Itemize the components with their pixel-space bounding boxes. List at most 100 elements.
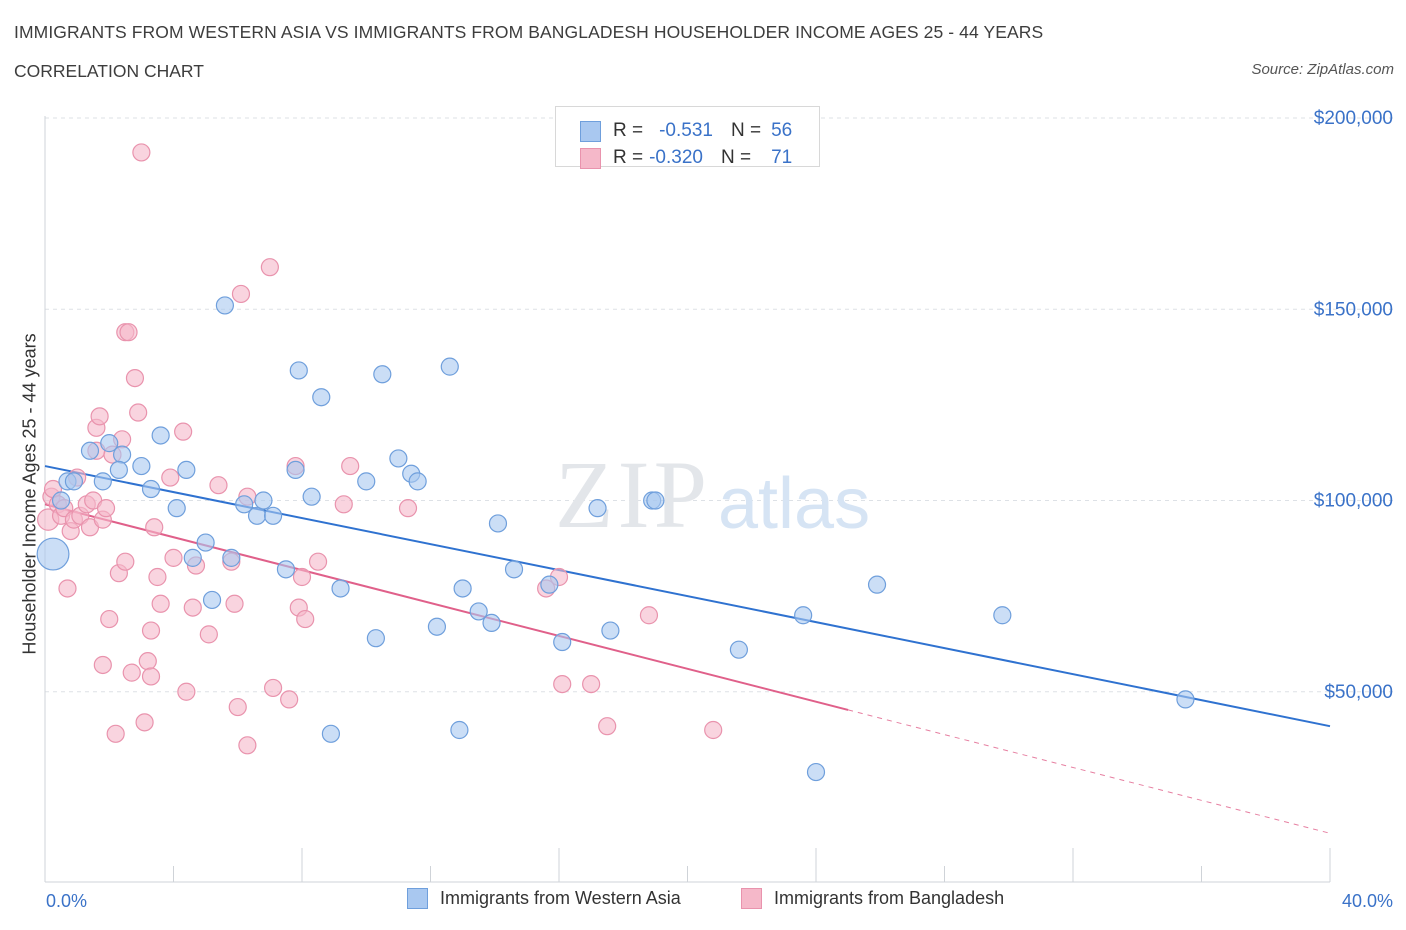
data-point-western-asia bbox=[202, 590, 222, 610]
legend-item-bangladesh[interactable]: Immigrants from Bangladesh bbox=[741, 888, 1004, 909]
data-point-western-asia bbox=[80, 441, 100, 460]
data-point-bangladesh bbox=[119, 323, 138, 342]
data-point-western-asia bbox=[235, 495, 254, 514]
data-point-bangladesh bbox=[582, 674, 601, 694]
data-point-western-asia bbox=[93, 472, 112, 491]
data-point-bangladesh bbox=[334, 495, 353, 514]
data-point-bangladesh bbox=[90, 407, 109, 426]
y-tick-label: $150,000 bbox=[1314, 299, 1393, 320]
data-point-western-asia bbox=[427, 617, 447, 636]
data-point-bangladesh bbox=[228, 697, 247, 717]
data-point-bangladesh bbox=[231, 284, 251, 304]
n-label: N = bbox=[720, 147, 752, 168]
data-point-bangladesh bbox=[292, 567, 312, 587]
r-label: R = bbox=[613, 120, 644, 141]
data-point-western-asia bbox=[488, 514, 508, 533]
chart-title: IMMIGRANTS FROM WESTERN ASIA VS IMMIGRAN… bbox=[14, 22, 1044, 42]
watermark-atlas: atlas bbox=[718, 464, 870, 544]
legend-item-western-asia[interactable]: Immigrants from Western Asia bbox=[407, 888, 681, 909]
data-point-bangladesh bbox=[341, 456, 360, 476]
data-point-bangladesh bbox=[553, 674, 572, 694]
y-tick-label: $50,000 bbox=[1324, 682, 1393, 703]
y-axis-title: Householder Income Ages 25 - 44 years bbox=[19, 333, 40, 655]
series-legend: Immigrants from Western Asia Immigrants … bbox=[0, 888, 1406, 916]
data-point-bangladesh bbox=[145, 518, 164, 537]
r-value: -0.531 bbox=[659, 120, 713, 141]
data-point-bangladesh bbox=[704, 720, 723, 740]
data-point-western-asia bbox=[247, 506, 267, 525]
data-point-bangladesh bbox=[238, 736, 257, 755]
data-point-western-asia bbox=[141, 479, 161, 499]
data-point-western-asia bbox=[993, 606, 1012, 625]
data-point-western-asia bbox=[373, 365, 392, 384]
legend-swatch-pink bbox=[580, 147, 601, 169]
chart-subtitle: CORRELATION CHART bbox=[14, 61, 204, 81]
data-point-western-asia bbox=[64, 472, 84, 491]
data-point-bangladesh bbox=[125, 369, 145, 388]
data-point-bangladesh bbox=[141, 667, 161, 686]
data-point-western-asia bbox=[321, 724, 341, 743]
data-point-bangladesh bbox=[199, 625, 218, 644]
data-point-bangladesh bbox=[225, 594, 244, 613]
data-point-bangladesh bbox=[58, 579, 77, 598]
data-point-bangladesh bbox=[129, 403, 148, 422]
series-western-asia-points bbox=[36, 296, 1195, 782]
data-point-bangladesh bbox=[209, 476, 228, 495]
data-point-bangladesh bbox=[598, 717, 617, 736]
n-label: N = bbox=[730, 120, 762, 141]
series-bangladesh-points bbox=[37, 143, 723, 755]
data-point-western-asia bbox=[366, 629, 385, 648]
data-point-western-asia bbox=[167, 499, 186, 518]
data-point-western-asia bbox=[132, 456, 151, 476]
legend-row-bangladesh: R = -0.320 N = 71 bbox=[580, 145, 792, 171]
data-point-bangladesh bbox=[174, 422, 193, 441]
r-label: R = bbox=[613, 147, 644, 168]
data-point-bangladesh bbox=[93, 655, 112, 675]
data-point-western-asia bbox=[729, 640, 749, 659]
data-point-bangladesh bbox=[308, 552, 328, 571]
data-point-western-asia bbox=[482, 613, 501, 633]
data-point-western-asia bbox=[254, 491, 273, 510]
data-point-western-asia bbox=[469, 602, 488, 621]
legend-row-western-asia: R = -0.531 N = 56 bbox=[580, 118, 792, 144]
legend-label: Immigrants from Western Asia bbox=[440, 888, 681, 908]
data-point-bangladesh bbox=[296, 609, 315, 629]
data-point-bangladesh bbox=[138, 652, 157, 671]
grid-lines bbox=[45, 117, 1395, 693]
data-point-bangladesh bbox=[177, 682, 196, 701]
data-point-western-asia bbox=[794, 606, 813, 625]
data-point-bangladesh bbox=[161, 468, 180, 487]
data-point-western-asia bbox=[504, 560, 524, 579]
data-point-western-asia bbox=[312, 388, 331, 407]
data-point-western-asia bbox=[588, 499, 607, 518]
data-point-bangladesh bbox=[639, 606, 659, 625]
source-credit: Source: ZipAtlas.com bbox=[1251, 61, 1394, 78]
data-point-bangladesh bbox=[183, 598, 202, 617]
data-point-western-asia bbox=[289, 361, 308, 380]
watermark: ZIP atlas bbox=[555, 441, 870, 548]
x-tick-label-min: 0.0% bbox=[46, 891, 88, 911]
trend-line-bangladesh bbox=[44, 503, 849, 711]
n-value: 56 bbox=[771, 120, 793, 141]
y-tick-label: $200,000 bbox=[1314, 108, 1393, 129]
data-point-western-asia bbox=[540, 575, 559, 594]
data-point-western-asia bbox=[806, 762, 826, 782]
data-point-bangladesh bbox=[116, 552, 135, 571]
data-point-western-asia bbox=[109, 460, 128, 479]
x-tick-label-max: 40.0% bbox=[1341, 891, 1393, 911]
data-point-western-asia bbox=[196, 533, 215, 552]
data-point-western-asia bbox=[601, 621, 620, 640]
data-point-western-asia bbox=[867, 575, 887, 594]
data-point-western-asia bbox=[36, 537, 70, 571]
data-point-western-asia bbox=[1176, 690, 1195, 709]
legend-swatch-blue bbox=[580, 120, 601, 142]
data-point-western-asia bbox=[331, 579, 350, 598]
data-point-bangladesh bbox=[263, 678, 283, 698]
data-point-western-asia bbox=[177, 460, 196, 479]
data-point-western-asia bbox=[51, 491, 71, 510]
data-point-western-asia bbox=[276, 560, 296, 579]
r-value: -0.320 bbox=[649, 147, 703, 168]
legend-swatch-blue bbox=[407, 888, 428, 909]
data-point-western-asia bbox=[389, 449, 408, 468]
